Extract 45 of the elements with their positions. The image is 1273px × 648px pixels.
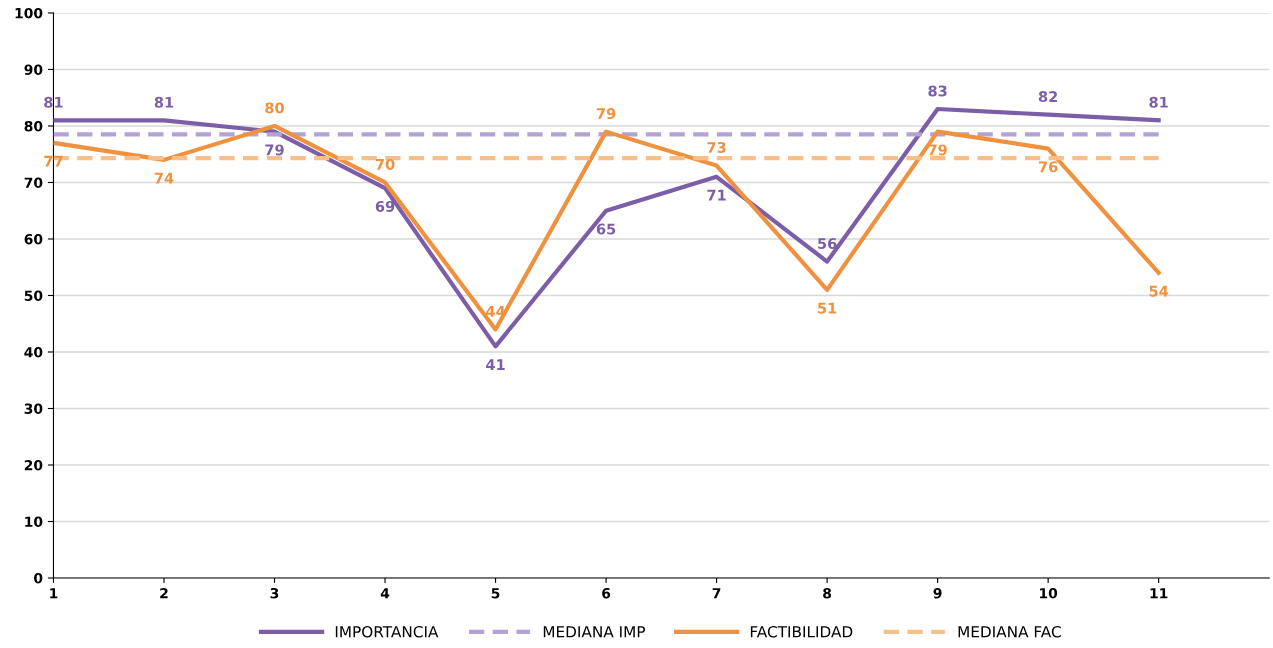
data-label: 80: [265, 102, 284, 114]
y-tick-label: 60: [24, 233, 43, 245]
legend-label: FACTIBILIDAD: [750, 625, 853, 638]
data-label: 51: [818, 302, 837, 314]
legend-label: IMPORTANCIA: [335, 625, 439, 638]
x-tick-label: 10: [1040, 587, 1058, 599]
data-label: 41: [486, 359, 505, 370]
data-label: 79: [265, 144, 284, 156]
y-tick-label: 20: [24, 459, 43, 471]
y-tick-label: 100: [15, 7, 43, 19]
x-tick-label: 7: [712, 588, 721, 599]
data-label: 74: [154, 172, 174, 184]
y-tick-label: 10: [25, 516, 43, 527]
x-tick-label: 1: [50, 588, 58, 599]
x-tick-label: 4: [380, 588, 390, 599]
x-tick-label: 9: [933, 588, 942, 599]
data-label: 71: [707, 189, 726, 201]
data-label: 54: [1149, 285, 1169, 297]
legend-label: MEDIANA FAC: [958, 625, 1061, 638]
data-label: 81: [1149, 96, 1168, 108]
y-tick-label: 80: [24, 120, 43, 132]
x-tick-label: 3: [270, 587, 279, 599]
data-label: 79: [596, 108, 616, 120]
y-tick-label: 0: [34, 572, 43, 584]
y-tick-label: 40: [24, 346, 43, 358]
data-label: 82: [1038, 91, 1058, 103]
data-label: 81: [154, 96, 174, 108]
y-tick-label: 50: [24, 290, 43, 301]
x-tick-label: 11: [1150, 588, 1168, 599]
legend-label: MEDIANA IMP: [543, 626, 645, 638]
data-label: 73: [707, 141, 726, 153]
y-tick-label: 30: [24, 403, 43, 414]
data-label: 76: [1038, 161, 1058, 173]
data-label: 65: [596, 223, 616, 235]
data-label: 70: [375, 158, 395, 170]
data-label: 83: [928, 85, 947, 97]
x-tick-label: 8: [823, 587, 832, 599]
data-label: 79: [928, 144, 947, 156]
x-tick-label: 6: [602, 588, 611, 599]
x-tick-label: 5: [491, 588, 500, 599]
y-tick-label: 90: [24, 64, 43, 75]
data-label: 56: [818, 238, 837, 250]
data-label: 69: [375, 200, 395, 212]
y-tick-label: 70: [24, 177, 43, 188]
x-tick-label: 2: [160, 587, 168, 599]
